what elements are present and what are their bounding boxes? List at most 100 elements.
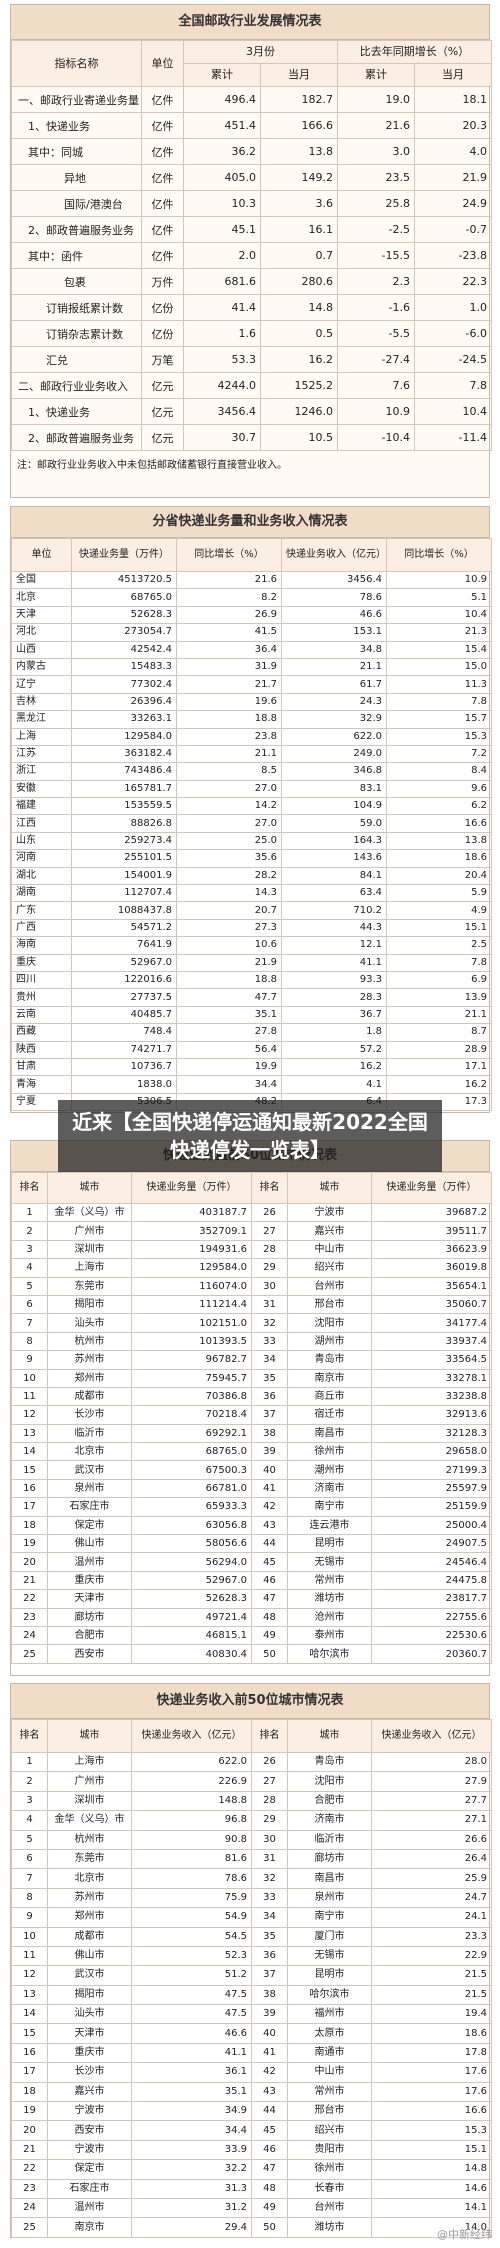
table-cell: 10 <box>11 1368 48 1388</box>
header-cell: 城市 <box>287 1172 372 1204</box>
table-cell: 5 <box>11 1276 48 1296</box>
table-title: 快递业务收入前50位城市情况表 <box>11 1684 489 1719</box>
table-row: 重庆 52967.0 21.9 41.1 7.8 <box>11 953 492 972</box>
table-cell: 亿份 <box>141 320 184 347</box>
table-cell: 24.1 <box>371 1907 492 1928</box>
table-row: 2 广州市 352709.1 27 嘉兴市 39511.7 <box>11 1221 492 1241</box>
table-cell: 3456.4 <box>183 398 261 425</box>
table-cell: 廊坊市 <box>47 1607 132 1627</box>
table-cell: 93.3 <box>281 970 387 990</box>
table-cell: 8.2 <box>176 588 282 607</box>
table-row: 18 保定市 63056.8 43 连云港市 25000.4 <box>11 1515 492 1536</box>
table-cell: 29658.0 <box>371 1442 492 1462</box>
table-cell: 上海市 <box>47 1751 132 1773</box>
table-cell: 19 <box>11 2101 48 2122</box>
table-cell: 0.5 <box>260 320 338 347</box>
header-cell: 指标名称 <box>11 40 142 87</box>
table-cell: 5.9 <box>386 884 492 903</box>
table-cell: 31.9 <box>176 657 282 677</box>
table-cell: 一、邮政行业寄递业务量 <box>11 86 142 113</box>
table-cell: 31 <box>251 1294 288 1315</box>
table-cell: 沈阳市 <box>287 1771 372 1792</box>
table-cell: 40 <box>251 1460 288 1480</box>
table-cell: 16 <box>11 2042 48 2064</box>
table-cell: 16.6 <box>371 2101 492 2122</box>
table-row: 二、邮政行业业务收入 亿元 4244.0 1525.2 7.6 7.8 <box>11 372 493 399</box>
table-cell: 681.6 <box>183 268 261 295</box>
table-cell: 36 <box>251 1945 288 1967</box>
table-cell: 23 <box>11 1607 48 1627</box>
table-cell: 江西 <box>11 814 72 833</box>
table-cell: 南昌市 <box>287 1423 372 1444</box>
table-cell: 嘉兴市 <box>47 2081 132 2103</box>
table-cell: 20.4 <box>386 866 492 886</box>
table-cell: 南昌市 <box>287 1868 372 1889</box>
table-cell: 75.9 <box>131 1887 252 1909</box>
table-row: 河南 255101.5 35.6 143.6 18.6 <box>11 849 492 868</box>
table-cell: 41.5 <box>176 623 282 642</box>
header-cell: 单位 <box>141 40 184 87</box>
table-cell: 泉州市 <box>287 1887 372 1909</box>
table-cell: 4.0 <box>413 138 493 165</box>
table-cell: 43 <box>251 2081 288 2103</box>
table-cell: 39687.2 <box>371 1202 492 1223</box>
table-row: 23 廊坊市 49721.4 48 沧州市 22755.6 <box>11 1607 492 1627</box>
table-cell: 74271.7 <box>71 1040 177 1059</box>
table-row: 7 汕头市 102151.0 32 沈阳市 34177.4 <box>11 1313 492 1333</box>
table-cell: 14.2 <box>176 797 282 816</box>
table-cell: 宁波市 <box>47 2139 132 2161</box>
table-cell: 116074.0 <box>131 1276 252 1296</box>
table-cell: -6.0 <box>413 320 493 347</box>
table-row: 10 郑州市 75945.7 35 南京市 33278.1 <box>11 1368 492 1388</box>
table-row: 上海 129584.0 23.8 622.0 15.3 <box>11 727 492 746</box>
table-cell: 中山市 <box>287 2062 372 2083</box>
table-cell: 42542.4 <box>71 640 177 659</box>
table-cell: 22755.6 <box>371 1607 492 1627</box>
table-cell: 11 <box>11 1386 48 1407</box>
table-cell: 32.9 <box>281 710 387 729</box>
header-row: 累计 当月 累计 当月 <box>12 63 493 87</box>
table-cell: 35654.1 <box>371 1276 492 1296</box>
table-cell: 6 <box>11 1848 48 1870</box>
table-row: 21 重庆市 52967.0 46 常州市 24475.8 <box>11 1570 492 1591</box>
table-row: 贵州 27737.5 47.7 28.3 13.9 <box>11 988 492 1007</box>
table-cell: 台州市 <box>287 1276 372 1296</box>
table-cell: 2、邮政普遍服务业务 <box>11 424 142 451</box>
table-cell: 24.7 <box>371 1887 492 1909</box>
table-cell: 东莞市 <box>47 1276 132 1296</box>
table-cell: 27 <box>251 1771 288 1792</box>
table-cell: 6 <box>11 1294 48 1315</box>
table-row: 湖南 112707.4 14.3 63.4 5.9 <box>11 884 492 903</box>
table-row: 四川 122016.6 18.8 93.3 6.9 <box>11 970 492 990</box>
table-cell: 31.2 <box>131 2197 252 2219</box>
table-row: 异地 亿件 405.0 149.2 23.5 21.9 <box>11 164 493 191</box>
table-cell: 403187.7 <box>131 1202 252 1223</box>
table-row: 包裹 万件 681.6 280.6 2.3 22.3 <box>11 268 493 295</box>
table-cell: -24.5 <box>413 346 493 373</box>
table-cell: 3 <box>11 1790 48 1812</box>
table-cell: 邢台市 <box>287 2101 372 2122</box>
table-row: 6 东莞市 81.6 31 廊坊市 26.4 <box>11 1848 492 1870</box>
table-row: 5 东莞市 116074.0 30 台州市 35654.1 <box>11 1276 492 1296</box>
table-row: 1、快递业务 亿件 451.4 166.6 21.6 20.3 <box>11 112 493 139</box>
table-cell: 27.9 <box>371 1771 492 1792</box>
table-cell: 46.6 <box>281 605 387 625</box>
table-cell: 39511.7 <box>371 1221 492 1241</box>
table-row: 4 金华（义乌）市 96.8 29 济南市 27.1 <box>11 1810 492 1831</box>
table-cell: 10.6 <box>176 936 282 955</box>
table-cell: -23.8 <box>413 242 493 269</box>
table-cell: 748.4 <box>71 1023 177 1042</box>
table-cell: 14 <box>11 1442 48 1462</box>
table-cell: 潮州市 <box>287 1460 372 1480</box>
table-cell: 台州市 <box>287 2197 372 2219</box>
table-cell: 66781.0 <box>131 1478 252 1499</box>
table-cell: 52628.3 <box>131 1589 252 1609</box>
table-row: 江西 88826.8 27.0 59.0 16.6 <box>11 814 492 833</box>
table-cell: 154001.9 <box>71 866 177 886</box>
table-cell: 南京市 <box>287 1368 372 1388</box>
table-cell: 39 <box>251 1442 288 1462</box>
table-cell: 255101.5 <box>71 849 177 868</box>
header-cell: 快递业务量（万件） <box>71 538 177 572</box>
table-cell: 北京市 <box>47 1868 132 1889</box>
table-cell: 78.6 <box>131 1868 252 1889</box>
